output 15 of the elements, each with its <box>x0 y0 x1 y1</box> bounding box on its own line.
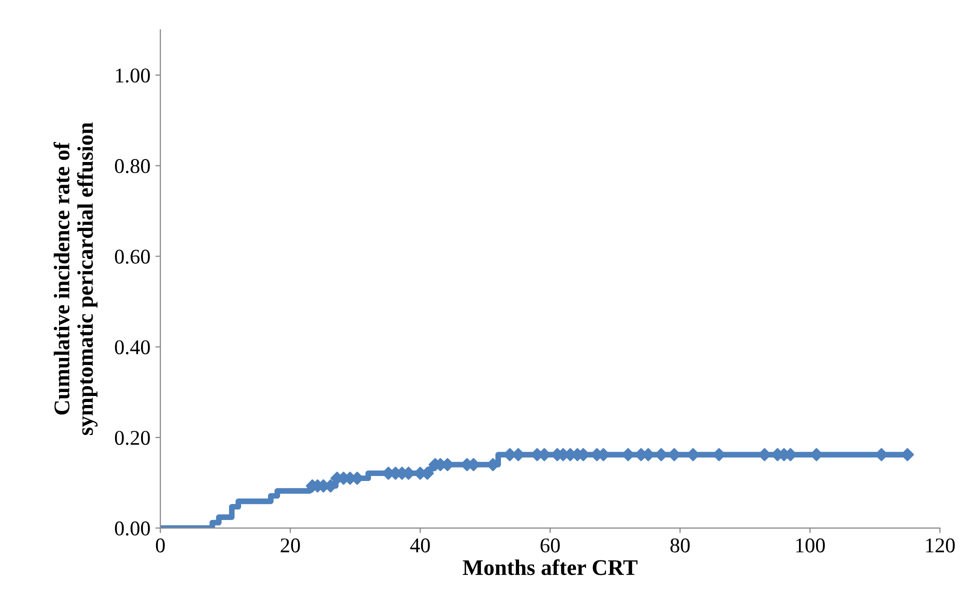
x-tick-label: 20 <box>280 538 300 552</box>
y-tick-label: 0.00 <box>114 521 150 536</box>
y-tick-label: 0.40 <box>114 340 150 354</box>
y-tick-label: 0.20 <box>114 430 150 445</box>
x-axis-title: Months after CRT <box>462 559 638 576</box>
x-tick-label: 80 <box>670 538 690 552</box>
y-tick-label: 1.00 <box>116 68 150 83</box>
x-tick-label: 60 <box>540 538 560 552</box>
x-tick-label: 0 <box>156 538 165 552</box>
x-tick-label: 40 <box>410 538 430 552</box>
y-tick-label: 0.60 <box>114 250 150 264</box>
x-tick-label: 120 <box>926 538 955 552</box>
x-tick-label: 100 <box>796 538 825 552</box>
y-axis-title: Cumulative incidence rate of symptomatic pericardial effusion <box>54 122 98 436</box>
y-tick-label: 0.80 <box>114 159 150 174</box>
